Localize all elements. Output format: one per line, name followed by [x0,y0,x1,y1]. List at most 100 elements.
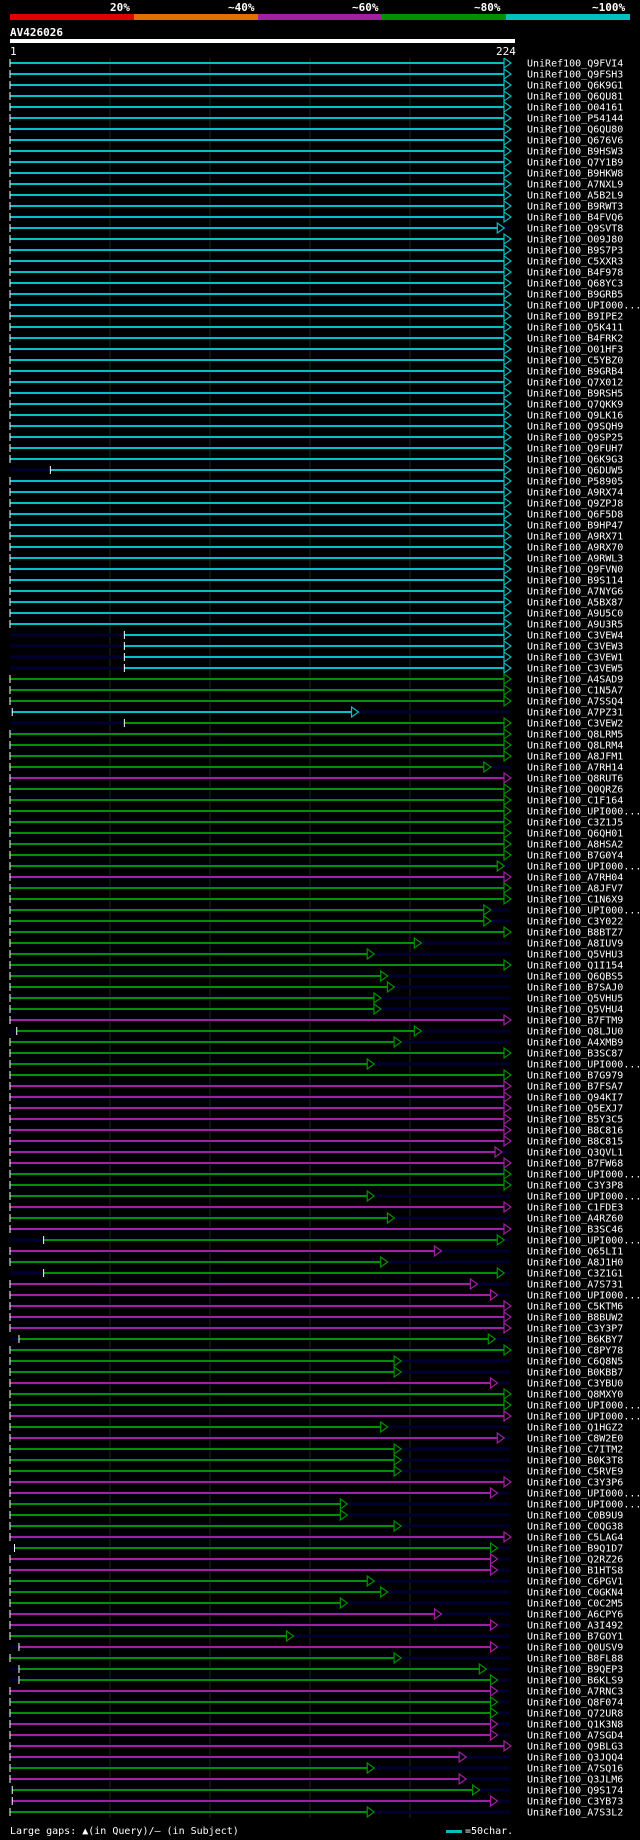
hit-label[interactable]: UniRef100_UPI000... [527,906,640,917]
hit-label[interactable]: UniRef100_P58905 [527,477,623,488]
hit-label[interactable]: UniRef100_Q7X012 [527,378,623,389]
hit-row[interactable]: UniRef100_B0K3T8 [9,1453,623,1467]
hit-row[interactable]: UniRef100_Q8LJU0 [10,1024,623,1038]
hit-label[interactable]: UniRef100_A4SAD9 [527,675,623,686]
hit-label[interactable]: UniRef100_Q5VHU5 [527,994,623,1005]
hit-row[interactable]: UniRef100_Q6QH01 [9,826,623,840]
hit-row[interactable]: UniRef100_Q6K9G3 [9,452,623,466]
hit-row[interactable]: UniRef100_Q8RUT6 [9,771,623,785]
hit-row[interactable]: UniRef100_Q676V6 [9,133,623,147]
hit-label[interactable]: UniRef100_A9RX70 [527,543,623,554]
hit-label[interactable]: UniRef100_Q5VHU3 [527,950,623,961]
hit-label[interactable]: UniRef100_B6KLS9 [527,1676,623,1687]
hit-row[interactable]: UniRef100_Q6K9G1 [9,78,623,92]
hit-label[interactable]: UniRef100_A4XMB9 [527,1038,623,1049]
hit-row[interactable]: UniRef100_A7SGD4 [9,1728,623,1742]
hit-label[interactable]: UniRef100_Q9FVI4 [527,59,623,70]
hit-label[interactable]: UniRef100_B3SC46 [527,1225,623,1236]
hit-label[interactable]: UniRef100_C3VEW2 [527,719,623,730]
hit-row[interactable]: UniRef100_B3SC87 [9,1046,623,1060]
hit-label[interactable]: UniRef100_Q65LI1 [527,1247,623,1258]
hit-row[interactable]: UniRef100_C5LAG4 [9,1530,623,1544]
hit-row[interactable]: UniRef100_B7GOY1 [9,1629,623,1643]
hit-label[interactable]: UniRef100_A5BX87 [527,598,623,609]
hit-row[interactable]: UniRef100_C3VEW1 [10,650,623,664]
hit-label[interactable]: UniRef100_Q5K411 [527,323,623,334]
hit-row[interactable]: UniRef100_C3YB73 [10,1794,623,1808]
hit-row[interactable]: UniRef100_Q68YC3 [9,276,623,290]
hit-label[interactable]: UniRef100_Q9FUH7 [527,444,623,455]
hit-label[interactable]: UniRef100_A8JFV7 [527,884,623,895]
hit-row[interactable]: UniRef100_B9GRB5 [9,287,623,301]
hit-row[interactable]: UniRef100_UPI000... [9,1167,640,1181]
hit-label[interactable]: UniRef100_Q9LK16 [527,411,623,422]
hit-label[interactable]: UniRef100_O09J80 [527,235,623,246]
hit-label[interactable]: UniRef100_C3Z1G1 [527,1269,623,1280]
hit-label[interactable]: UniRef100_C0B9U9 [527,1511,623,1522]
hit-label[interactable]: UniRef100_Q8LRM5 [527,730,623,741]
hit-label[interactable]: UniRef100_A3I492 [527,1621,623,1632]
hit-label[interactable]: UniRef100_UPI000... [527,1060,640,1071]
hit-label[interactable]: UniRef100_Q9FVN0 [527,565,623,576]
hit-row[interactable]: UniRef100_A9RX71 [9,529,623,543]
hit-label[interactable]: UniRef100_O01HF3 [527,345,623,356]
hit-label[interactable]: UniRef100_C1FDE3 [527,1203,623,1214]
hit-row[interactable]: UniRef100_A8HSA2 [9,837,623,851]
hit-label[interactable]: UniRef100_B7G979 [527,1071,623,1082]
hit-label[interactable]: UniRef100_C0QG38 [527,1522,623,1533]
hit-label[interactable]: UniRef100_C6PGV1 [527,1577,623,1588]
hit-row[interactable]: UniRef100_Q7QKK9 [9,397,623,411]
hit-row[interactable]: UniRef100_O09J80 [9,232,623,246]
hit-row[interactable]: UniRef100_Q94KI7 [9,1090,623,1104]
hit-row[interactable]: UniRef100_A6CPY6 [9,1607,623,1621]
hit-label[interactable]: UniRef100_A7RNC3 [527,1687,623,1698]
hit-label[interactable]: UniRef100_Q72UR8 [527,1709,623,1720]
hit-label[interactable]: UniRef100_UPI000... [527,1489,640,1500]
hit-label[interactable]: UniRef100_Q3QVL1 [527,1148,623,1159]
hit-row[interactable]: UniRef100_A7RH14 [9,760,623,774]
hit-row[interactable]: UniRef100_Q1I154 [9,958,623,972]
hit-label[interactable]: UniRef100_B7G0Y4 [527,851,623,862]
hit-row[interactable]: UniRef100_C3Y3P8 [9,1178,623,1192]
hit-row[interactable]: UniRef100_UPI000... [9,1497,640,1511]
hit-row[interactable]: UniRef100_B9GRB4 [9,364,623,378]
hit-label[interactable]: UniRef100_A7PZ31 [527,708,623,719]
hit-label[interactable]: UniRef100_C3Y022 [527,917,623,928]
hit-label[interactable]: UniRef100_B0KBB7 [527,1368,623,1379]
hit-label[interactable]: UniRef100_A8J1H0 [527,1258,623,1269]
hit-label[interactable]: UniRef100_Q7Y1B9 [527,158,623,169]
hit-label[interactable]: UniRef100_UPI000... [527,301,640,312]
hit-row[interactable]: UniRef100_C5KTM6 [9,1299,623,1313]
hit-label[interactable]: UniRef100_Q9SP25 [527,433,623,444]
hit-label[interactable]: UniRef100_C3VEW1 [527,653,623,664]
hit-row[interactable]: UniRef100_Q9SQH9 [9,419,623,433]
hit-row[interactable]: UniRef100_Q5VHU4 [9,1002,623,1016]
hit-row[interactable]: UniRef100_Q6QBS5 [9,969,623,983]
hit-row[interactable]: UniRef100_A7NXL9 [9,177,623,191]
hit-row[interactable]: UniRef100_C8W2E0 [9,1431,623,1445]
hit-label[interactable]: UniRef100_Q6DUW5 [527,466,623,477]
hit-row[interactable]: UniRef100_Q5K411 [9,320,623,334]
hit-label[interactable]: UniRef100_C6Q8N5 [527,1357,623,1368]
hit-row[interactable]: UniRef100_UPI000... [9,1409,640,1423]
hit-label[interactable]: UniRef100_A7NXL9 [527,180,623,191]
hit-row[interactable]: UniRef100_Q65LI1 [9,1244,623,1258]
hit-row[interactable]: UniRef100_B7FTM9 [9,1013,623,1027]
hit-label[interactable]: UniRef100_B0K3T8 [527,1456,623,1467]
hit-label[interactable]: UniRef100_Q8MXY0 [527,1390,623,1401]
hit-label[interactable]: UniRef100_A7S731 [527,1280,623,1291]
hit-row[interactable]: UniRef100_C5XXR3 [9,254,623,268]
hit-label[interactable]: UniRef100_C1N5A7 [527,686,623,697]
hit-row[interactable]: UniRef100_Q9LK16 [9,408,623,422]
hit-label[interactable]: UniRef100_C3VEW5 [527,664,623,675]
hit-row[interactable]: UniRef100_A7PZ31 [10,705,623,719]
hit-row[interactable]: UniRef100_A4SAD9 [9,672,623,686]
hit-row[interactable]: UniRef100_C5YBZ0 [9,353,623,367]
hit-label[interactable]: UniRef100_A7SQ16 [527,1764,623,1775]
hit-label[interactable]: UniRef100_UPI000... [527,1192,640,1203]
hit-label[interactable]: UniRef100_C3Z1J5 [527,818,623,829]
hit-row[interactable]: UniRef100_Q72UR8 [9,1706,623,1720]
hit-row[interactable]: UniRef100_B5Y3C5 [9,1112,623,1126]
hit-row[interactable]: UniRef100_Q9FUH7 [9,441,623,455]
hit-row[interactable]: UniRef100_A5BX87 [9,595,623,609]
